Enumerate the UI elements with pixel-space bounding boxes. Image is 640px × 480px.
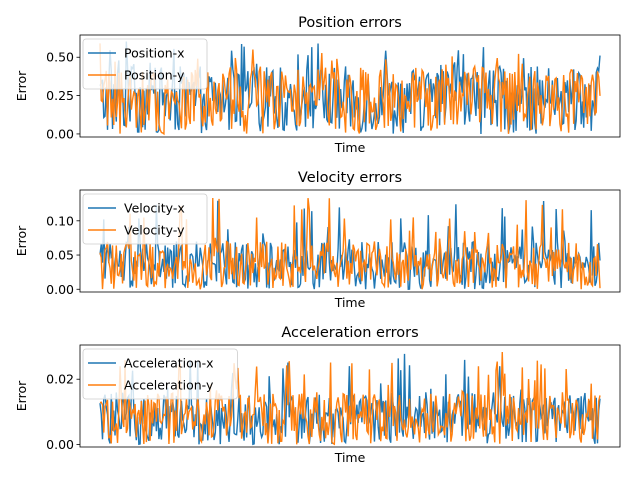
x-axis-label: Time — [334, 450, 366, 465]
legend: Acceleration-x Acceleration-y — [82, 348, 238, 400]
legend-entry: Position-x — [124, 46, 185, 61]
x-axis-label: Time — [334, 295, 366, 310]
axes-frame — [79, 34, 621, 138]
y-tick-label: 0.00 — [46, 437, 74, 452]
legend-box — [82, 38, 208, 90]
legend-box — [82, 193, 208, 245]
y-tick-label: 0.10 — [46, 213, 74, 228]
y-tick-label: 0.00 — [46, 282, 74, 297]
y-tick-label: 0.05 — [46, 248, 74, 263]
legend-entry: Velocity-y — [124, 223, 185, 238]
series-line-velocity-y — [99, 197, 601, 290]
y-tick-label: 0.25 — [46, 88, 74, 103]
y-axis-label: Error — [14, 70, 29, 101]
subplot-2: 0.00 0.05 0.10 Velocity errors Time Error Velo… — [14, 170, 621, 310]
axes-frame — [79, 189, 621, 293]
y-axis-label: Error — [14, 225, 29, 256]
subplot-title: Acceleration errors — [281, 325, 418, 341]
y-tick-label: 0.00 — [46, 126, 74, 141]
legend-entry: Position-y — [124, 68, 185, 83]
series-line-velocity-x — [99, 200, 601, 290]
subplot-3: 0.00 0.02 Acceleration errors Time Error Acce… — [14, 325, 621, 465]
subplot-title: Velocity errors — [298, 170, 402, 186]
legend-entry: Velocity-x — [124, 201, 185, 216]
legend-entry: Acceleration-y — [124, 378, 214, 393]
legend-box — [82, 348, 238, 400]
legend: Velocity-x Velocity-y — [82, 193, 208, 245]
legend-entry: Acceleration-x — [124, 356, 214, 371]
x-axis-label: Time — [334, 140, 366, 155]
y-tick-label: 0.02 — [46, 372, 74, 387]
legend: Position-x Position-y — [82, 38, 208, 90]
axes-frame — [79, 344, 621, 448]
y-tick-label: 0.50 — [46, 50, 74, 65]
subplot-1: 0.00 0.25 0.50 Position errors Time Error Posi… — [14, 15, 621, 155]
subplot-title: Position errors — [298, 15, 402, 31]
y-axis-label: Error — [14, 380, 29, 411]
series-line-acceleration-y — [99, 352, 601, 446]
